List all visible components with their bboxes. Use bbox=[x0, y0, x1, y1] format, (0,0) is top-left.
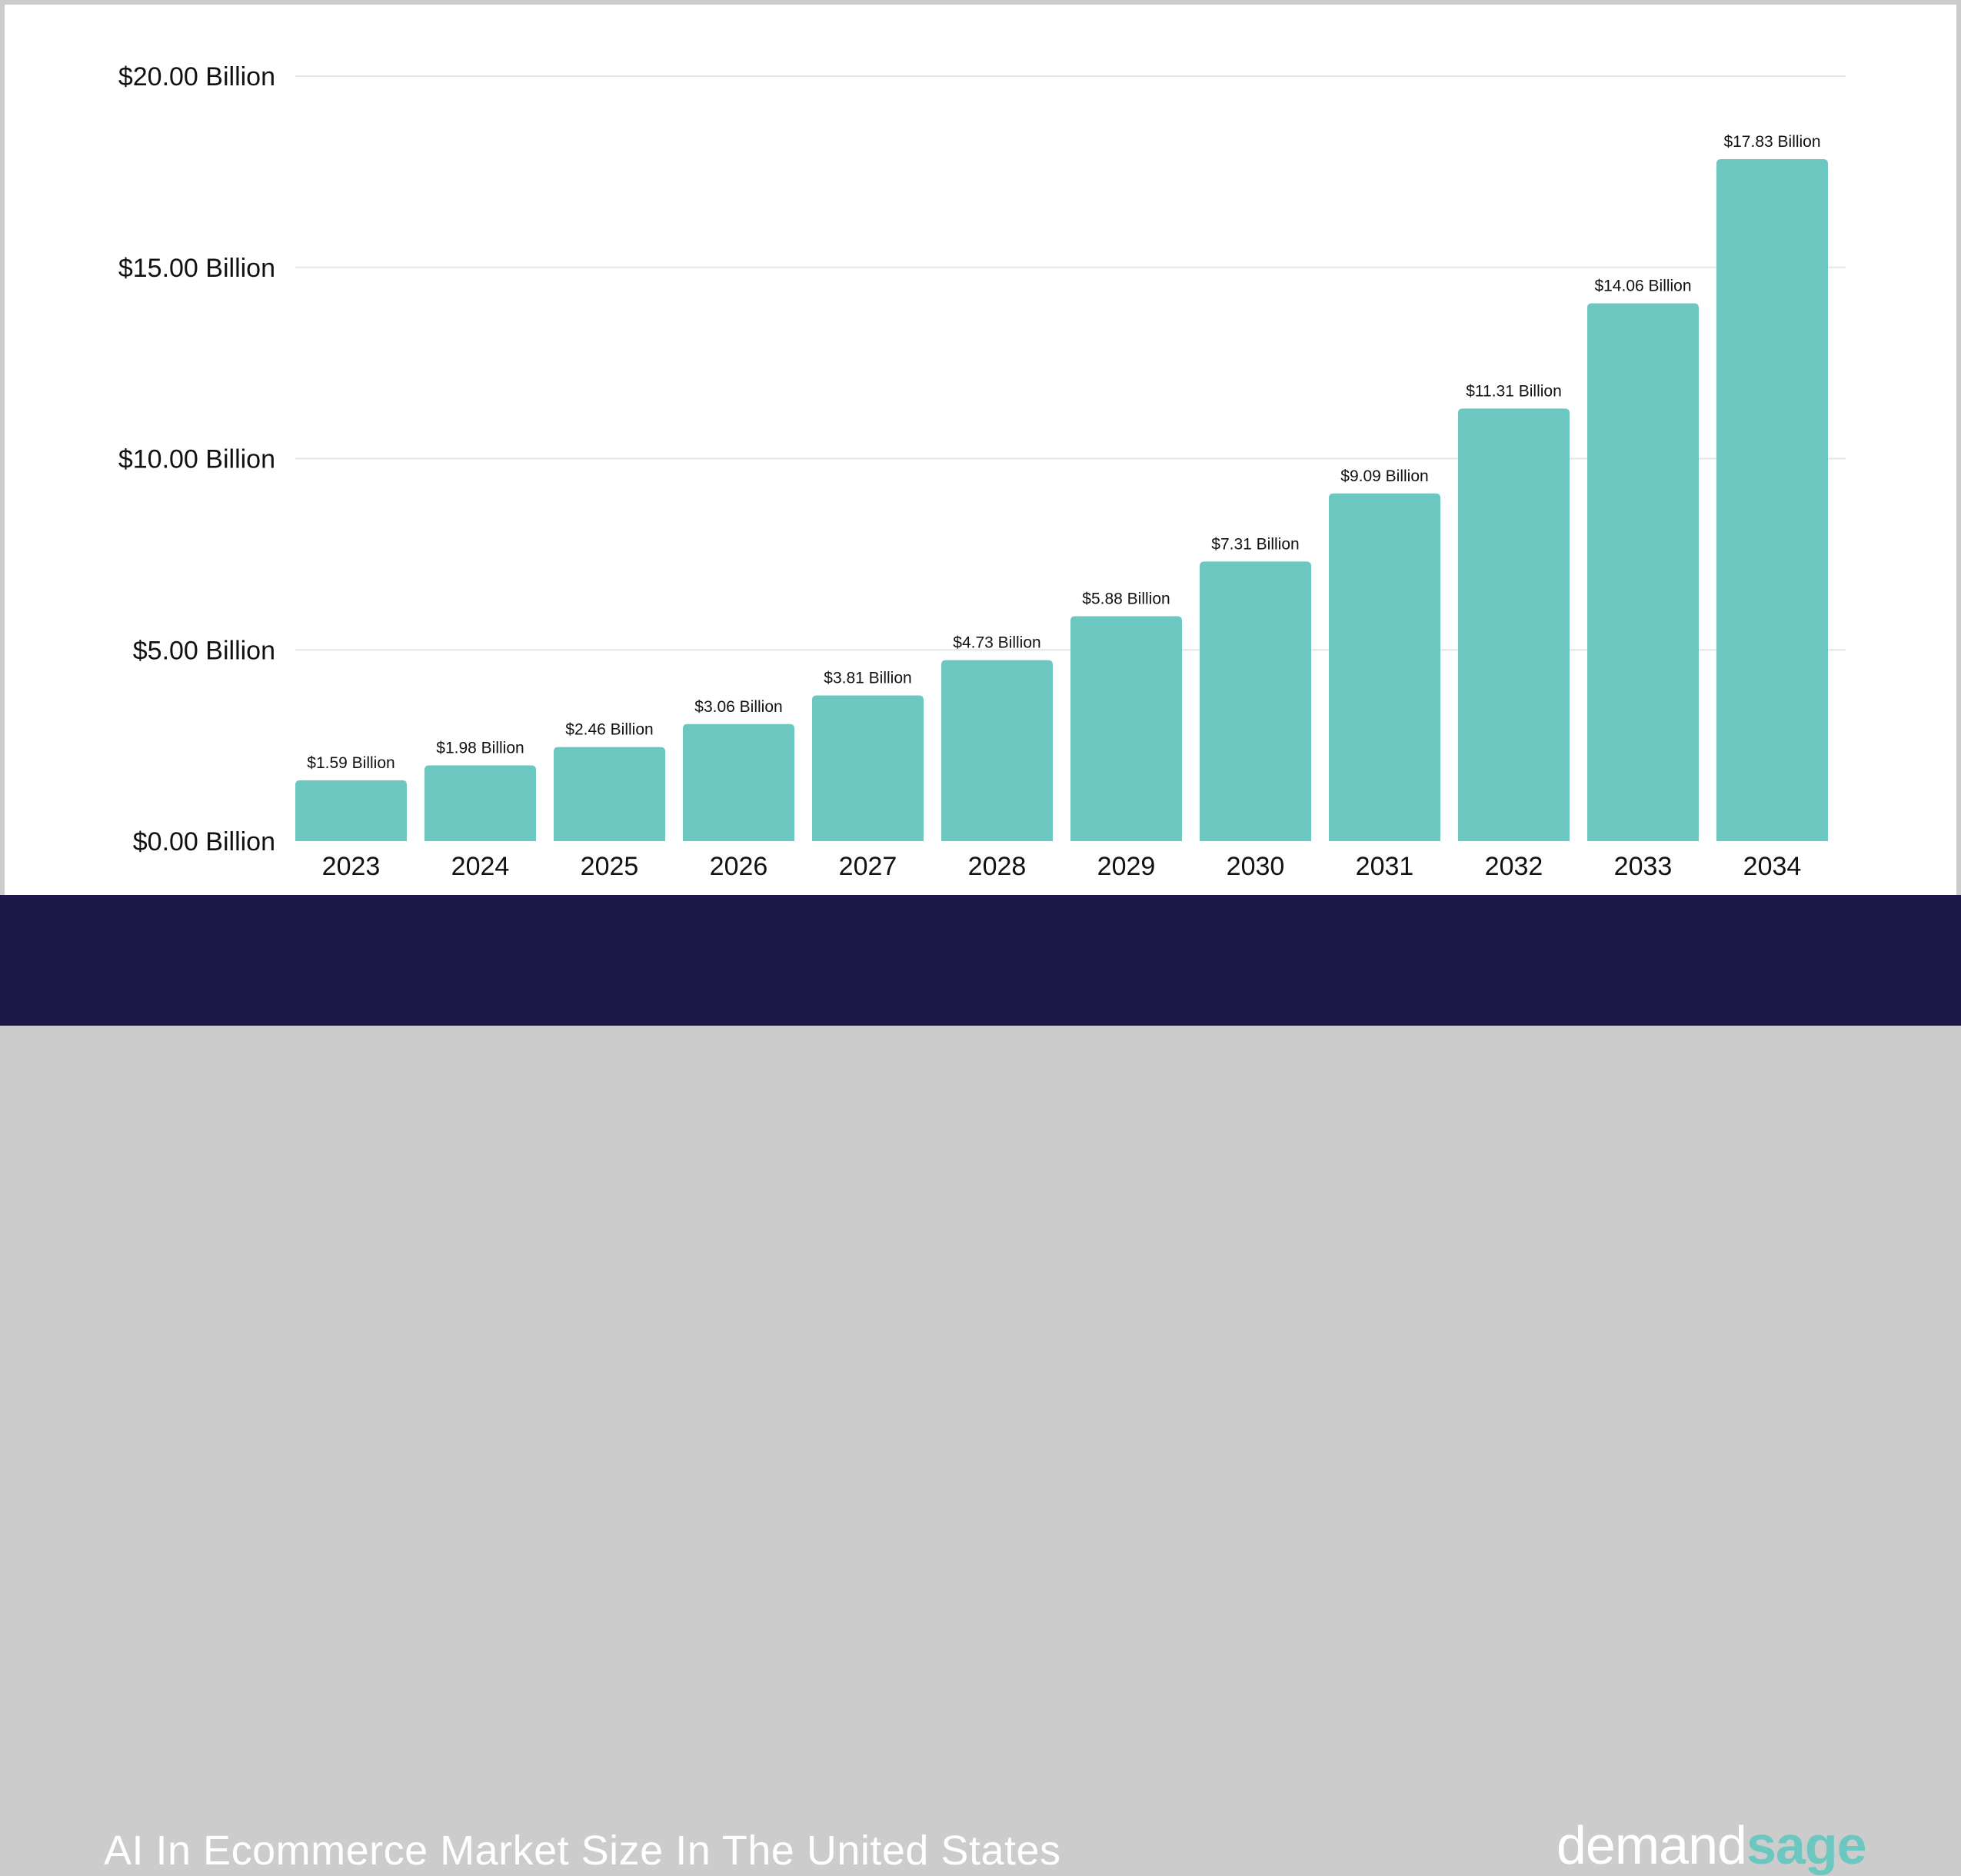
data-label: $9.09 Billion bbox=[1340, 467, 1428, 485]
x-tick-label: 2033 bbox=[1614, 852, 1673, 881]
x-tick-label: 2025 bbox=[581, 852, 639, 881]
logo-part-sage: sage bbox=[1746, 1815, 1867, 1875]
data-label: $17.83 Billion bbox=[1723, 133, 1820, 151]
x-tick-label: 2026 bbox=[710, 852, 768, 881]
footer-banner: AI In Ecommerce Market Size In The Unite… bbox=[0, 895, 1961, 1875]
bar bbox=[1329, 493, 1440, 841]
chart-title: AI In Ecommerce Market Size In The Unite… bbox=[104, 1828, 1061, 1874]
data-label: $11.31 Billion bbox=[1466, 382, 1562, 400]
data-label: $2.46 Billion bbox=[565, 721, 653, 739]
bar bbox=[1587, 303, 1699, 841]
bar bbox=[1716, 158, 1828, 841]
x-tick-label: 2023 bbox=[322, 852, 381, 881]
x-tick-label: 2024 bbox=[451, 852, 510, 881]
x-tick-label: 2029 bbox=[1097, 852, 1156, 881]
bar bbox=[295, 780, 407, 841]
y-tick-label: $15.00 Billion bbox=[118, 254, 275, 283]
y-tick-label: $5.00 Billion bbox=[133, 636, 275, 665]
x-tick-label: 2032 bbox=[1485, 852, 1543, 881]
bar-chart: $0.00 Billion $5.00 Billion $10.00 Billion… bbox=[118, 62, 1846, 881]
y-tick-label: $0.00 Billion bbox=[133, 827, 275, 857]
x-tick-label: 2028 bbox=[968, 852, 1027, 881]
data-label: $4.73 Billion bbox=[953, 634, 1040, 652]
bar bbox=[941, 660, 1053, 841]
data-label: $1.59 Billion bbox=[307, 754, 395, 772]
bar bbox=[1200, 561, 1311, 841]
bar bbox=[683, 723, 794, 841]
demandsage-logo: demandsage bbox=[1556, 1814, 1867, 1876]
x-tick-label: 2030 bbox=[1227, 852, 1285, 881]
data-label: $14.06 Billion bbox=[1594, 278, 1691, 295]
data-label: $7.31 Billion bbox=[1211, 535, 1299, 553]
data-label: $3.06 Billion bbox=[694, 698, 782, 716]
y-tick-label: $20.00 Billion bbox=[118, 62, 275, 91]
x-tick-label: 2027 bbox=[839, 852, 897, 881]
y-tick-label: $10.00 Billion bbox=[118, 445, 275, 474]
logo-part-demand: demand bbox=[1556, 1815, 1747, 1875]
bar bbox=[1458, 408, 1570, 841]
x-tick-label: 2034 bbox=[1743, 852, 1802, 881]
bar bbox=[1070, 616, 1182, 841]
bar bbox=[554, 747, 665, 841]
x-tick-label: 2031 bbox=[1356, 852, 1414, 881]
data-label: $1.98 Billion bbox=[436, 739, 524, 757]
bar bbox=[812, 695, 924, 841]
data-label: $5.88 Billion bbox=[1082, 590, 1170, 607]
data-label: $3.81 Billion bbox=[824, 669, 911, 687]
bar bbox=[424, 765, 536, 841]
